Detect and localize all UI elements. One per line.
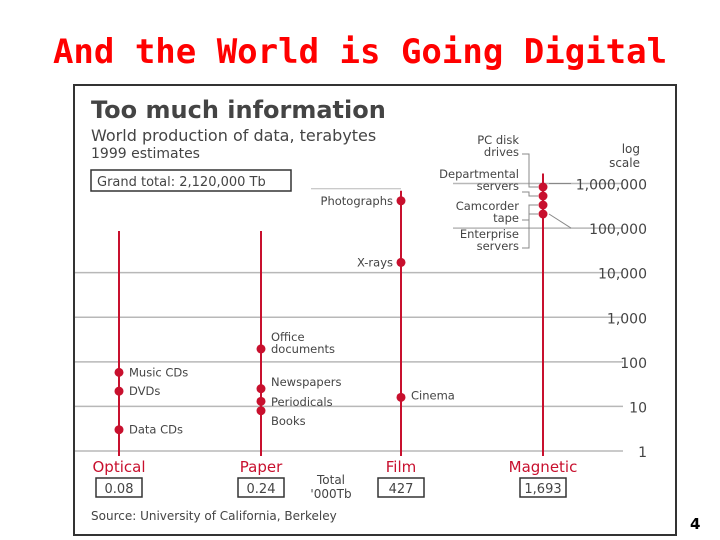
y-tick-label: 10,000: [598, 267, 647, 283]
data-point: [538, 182, 548, 192]
data-point-label: drives: [484, 145, 519, 159]
data-point-label: Data CDs: [129, 423, 183, 437]
category-total-value: 0.08: [105, 482, 134, 497]
data-point-label: Periodicals: [271, 395, 333, 409]
y-tick-label: 1,000,000: [576, 178, 647, 194]
totals-caption-units: '000Tb: [310, 487, 351, 501]
data-point-label: Books: [271, 414, 306, 428]
data-point-label: DVDs: [129, 384, 160, 398]
y-tick-label: 1: [638, 445, 647, 461]
label-connector: [522, 213, 538, 249]
data-point-label: servers: [477, 179, 519, 193]
y-tick-label: 100: [620, 356, 647, 372]
y-tick-label: 100,000: [589, 222, 647, 238]
grand-total-box: [90, 169, 292, 192]
data-point: [256, 384, 266, 394]
label-connector: [522, 191, 538, 197]
data-point: [396, 257, 406, 267]
category-total-box: [519, 477, 567, 498]
data-point-label: X-rays: [357, 255, 393, 269]
data-point-label: Departmental: [439, 167, 519, 181]
data-point: [114, 367, 124, 377]
data-point: [114, 386, 124, 396]
data-point: [396, 196, 406, 206]
data-point-label: Enterprise: [460, 227, 519, 241]
data-point-label: documents: [271, 342, 335, 356]
y-tick-label: 10: [629, 400, 647, 416]
chart-source: Source: University of California, Berkel…: [91, 509, 337, 523]
data-point-label: Cinema: [411, 388, 455, 402]
label-connector: [522, 204, 538, 221]
log-scale-chart: Too much information World production of …: [75, 96, 647, 523]
category-label: Paper: [240, 458, 283, 476]
chart-figure: Too much information World production of …: [73, 84, 677, 536]
log-scale-note: log: [622, 142, 640, 156]
data-point-label: PC disk: [477, 133, 519, 147]
totals-caption: Total: [316, 473, 345, 487]
data-point: [114, 425, 124, 435]
grand-total-label: Grand total: 2,120,000 Tb: [97, 175, 266, 190]
category-total-box: [237, 477, 285, 498]
category-total-box: [95, 477, 143, 498]
category-label: Optical: [93, 458, 146, 476]
category-label: Film: [386, 458, 416, 476]
data-point: [538, 200, 548, 210]
chart-subtitle-year: 1999 estimates: [91, 146, 200, 162]
category-total-value: 1,693: [524, 482, 561, 497]
tick-connector: [548, 213, 572, 229]
data-point: [538, 191, 548, 201]
log-scale-note: scale: [609, 156, 640, 170]
category-label: Magnetic: [509, 458, 578, 476]
data-point-label: Camcorder: [456, 199, 520, 213]
data-point-label: Photographs: [321, 194, 393, 208]
data-point-label: tape: [493, 211, 519, 225]
chart-subtitle: World production of data, terabytes: [91, 126, 376, 145]
data-point: [256, 344, 266, 354]
category-total-value: 427: [389, 482, 414, 497]
chart-title: Too much information: [91, 96, 386, 124]
data-point: [256, 396, 266, 406]
category-total-value: 0.24: [247, 482, 276, 497]
data-point-label: Office: [271, 330, 305, 344]
y-tick-label: 1,000: [607, 311, 647, 327]
label-connector: [522, 153, 538, 188]
page-number: 4: [690, 515, 701, 533]
data-point-label: servers: [477, 239, 519, 253]
data-point-label: Music CDs: [129, 365, 188, 379]
data-point: [538, 209, 548, 219]
data-point-label: Newspapers: [271, 375, 342, 389]
category-total-box: [377, 477, 425, 498]
slide-title: And the World is Going Digital: [52, 32, 668, 72]
data-point: [396, 392, 406, 402]
data-point: [256, 406, 266, 416]
